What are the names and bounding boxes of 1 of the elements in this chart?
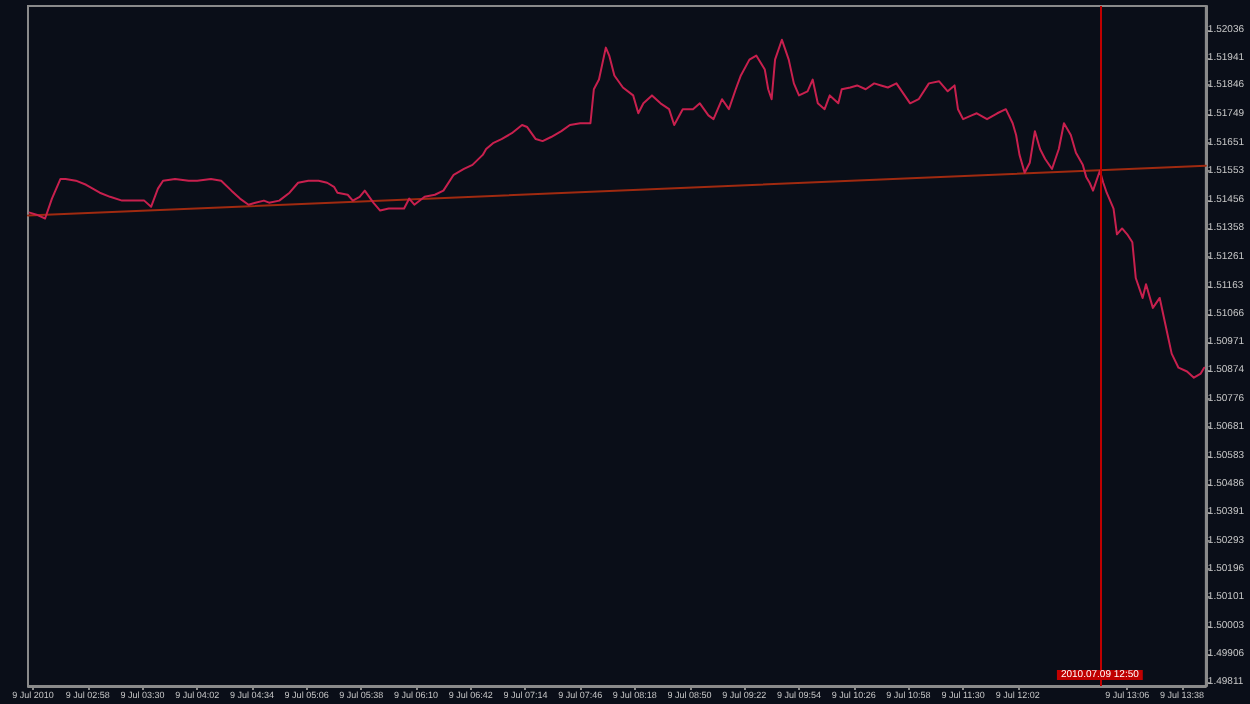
line-series	[28, 38, 1206, 379]
